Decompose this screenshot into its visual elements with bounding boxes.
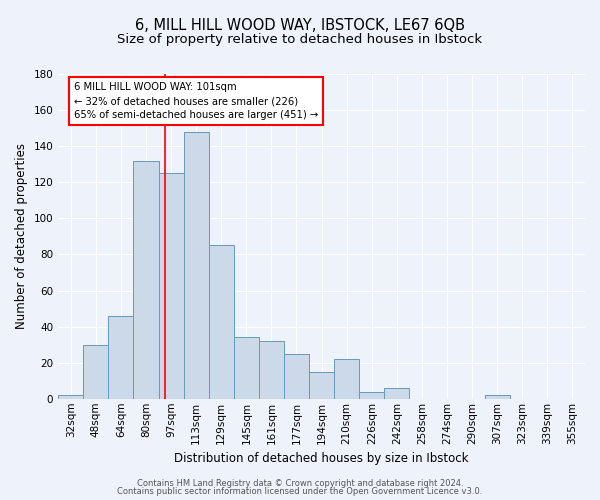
Bar <box>184 132 209 399</box>
Bar <box>485 395 510 399</box>
Text: Contains public sector information licensed under the Open Government Licence v3: Contains public sector information licen… <box>118 487 482 496</box>
Y-axis label: Number of detached properties: Number of detached properties <box>15 144 28 330</box>
Bar <box>334 359 359 399</box>
Bar <box>109 316 133 399</box>
Bar <box>58 395 83 399</box>
Text: 6 MILL HILL WOOD WAY: 101sqm
← 32% of detached houses are smaller (226)
65% of s: 6 MILL HILL WOOD WAY: 101sqm ← 32% of de… <box>74 82 318 120</box>
Bar <box>234 338 259 399</box>
Bar <box>385 388 409 399</box>
Bar <box>158 173 184 399</box>
Bar <box>309 372 334 399</box>
Text: Contains HM Land Registry data © Crown copyright and database right 2024.: Contains HM Land Registry data © Crown c… <box>137 478 463 488</box>
Text: 6, MILL HILL WOOD WAY, IBSTOCK, LE67 6QB: 6, MILL HILL WOOD WAY, IBSTOCK, LE67 6QB <box>135 18 465 32</box>
Bar <box>209 246 234 399</box>
Bar <box>83 344 109 399</box>
X-axis label: Distribution of detached houses by size in Ibstock: Distribution of detached houses by size … <box>175 452 469 465</box>
Bar <box>359 392 385 399</box>
Bar <box>133 160 158 399</box>
Bar <box>284 354 309 399</box>
Text: Size of property relative to detached houses in Ibstock: Size of property relative to detached ho… <box>118 32 482 46</box>
Bar <box>259 341 284 399</box>
